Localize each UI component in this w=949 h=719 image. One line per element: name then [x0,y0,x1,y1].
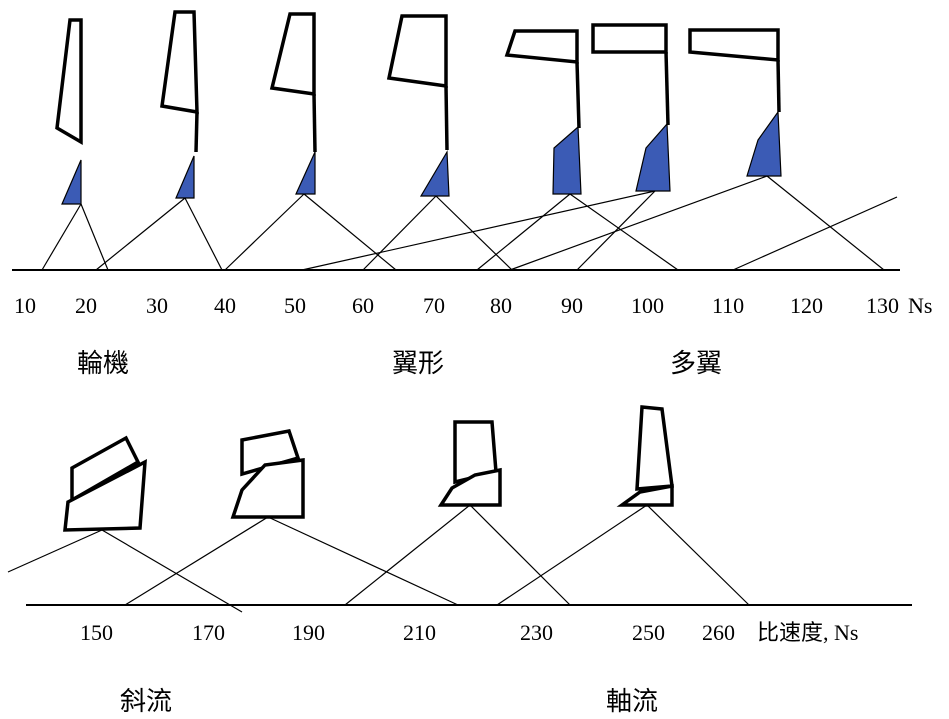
top-tick-label: 50 [284,293,306,318]
top-tick-label: 10 [14,293,36,318]
impeller-profile-2 [160,10,199,199]
category-label-airfoil: 翼形 [392,349,444,378]
category-label-mixed-flow: 斜流 [120,687,172,716]
category-label-multiblade: 多翼 [670,349,722,378]
bottom-range-lines [7,504,750,613]
bottom-tick-label: 230 [520,620,553,645]
bottom-tick-label: 150 [80,620,113,645]
bottom-tick-label: 210 [403,620,436,645]
top-tick-label: 120 [790,293,823,318]
top-range-lines [41,175,898,271]
bottom-tick-label: 260 [702,620,735,645]
impeller-profile-4 [386,14,450,197]
top-tick-label: 90 [561,293,583,318]
top-tick-label: 130 [866,293,899,318]
bottom-impeller-profiles [63,405,674,532]
top-tick-label: 110 [712,293,744,318]
bottom-tick-label: 170 [192,620,225,645]
impeller-profile-7 [688,28,782,177]
impeller-profile-5 [504,29,582,195]
top-tick-label: 40 [214,293,236,318]
impeller-profile-11 [616,405,674,507]
top-tick-label: 30 [146,293,168,318]
top-tick-label: 20 [75,293,97,318]
top-tick-label: 60 [352,293,374,318]
category-label-turbine: 輪機 [77,349,129,378]
impeller-profile-1 [55,18,83,205]
top-tick-label: 70 [423,293,445,318]
impeller-profile-8 [63,435,147,532]
bottom-tick-label: 250 [632,620,665,645]
top-impeller-profiles [55,10,782,205]
impeller-profile-6 [591,23,671,192]
bottom-tick-labels: 150 170 190 210 230 250 260 比速度, Ns [80,620,858,645]
bottom-axis-title: 比速度, Ns [757,620,858,645]
impeller-profile-10 [437,420,502,507]
impeller-profile-3 [269,12,317,195]
bottom-tick-label: 190 [292,620,325,645]
category-label-axial-flow: 軸流 [606,687,658,716]
impeller-profile-9 [230,428,305,519]
top-tick-labels: 10 20 30 40 50 60 70 80 90 100 110 120 1… [14,293,932,318]
top-tick-label: 100 [631,293,664,318]
top-tick-label: 80 [490,293,512,318]
top-axis-unit: Ns [908,293,932,318]
